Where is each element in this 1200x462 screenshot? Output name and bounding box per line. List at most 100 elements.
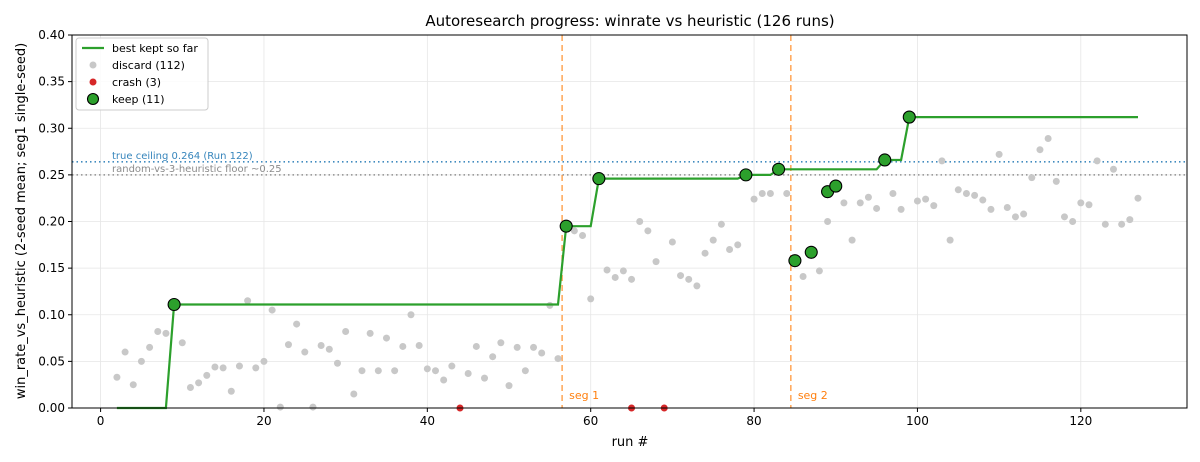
- discard-point: [1109, 165, 1117, 173]
- discard-point: [848, 236, 856, 244]
- discard-point: [766, 190, 774, 198]
- axes: 0 20 40 60 80 100 120 0.00 0.05 0.10 0.15 0.20 0.25 0…: [38, 28, 1188, 428]
- discard-point: [856, 199, 864, 207]
- x-tick-label: 40: [420, 414, 435, 428]
- discard-point: [407, 311, 415, 319]
- discard-point: [186, 383, 194, 391]
- discard-point: [1077, 199, 1085, 207]
- discard-point: [709, 236, 717, 244]
- discard-point: [366, 329, 374, 337]
- discard-point: [1118, 220, 1126, 228]
- keep-point: [167, 297, 181, 312]
- discard-point: [1093, 157, 1101, 165]
- x-tick-label: 120: [1069, 414, 1092, 428]
- discard-point: [913, 197, 921, 205]
- keep-point: [592, 172, 606, 186]
- discard-point: [946, 236, 954, 244]
- discard-point: [1011, 213, 1019, 221]
- discard-point: [685, 275, 693, 283]
- discard-point: [587, 295, 595, 303]
- discard-point: [750, 195, 758, 203]
- reference-line-label: true ceiling 0.264 (Run 122): [112, 151, 253, 162]
- reference-line-label: random-vs-3-heuristic floor ~0.25: [112, 164, 282, 175]
- discard-point: [276, 403, 284, 411]
- discard-point: [603, 266, 611, 274]
- discard-point: [268, 306, 276, 314]
- discard-point: [824, 218, 832, 225]
- discard-point: [146, 343, 154, 351]
- discard-point: [178, 339, 186, 347]
- discard-point: [1101, 220, 1109, 228]
- discard-point: [309, 403, 317, 411]
- discard-point: [815, 267, 823, 275]
- discard-point: [734, 241, 742, 249]
- discard-point: [962, 190, 970, 198]
- discard-point: [513, 343, 521, 351]
- discard-point: [873, 204, 881, 212]
- discard-point: [505, 382, 513, 390]
- discard-point: [1028, 174, 1036, 182]
- discard-point: [717, 220, 725, 228]
- discard-point: [423, 365, 431, 373]
- discard-point: [391, 367, 399, 375]
- discard-point: [758, 190, 766, 198]
- discard-point: [619, 267, 627, 275]
- discard-point: [121, 348, 129, 356]
- y-axis-label: win_rate_vs_heuristic (2-seed mean; seg1…: [14, 43, 29, 399]
- discard-point: [554, 355, 562, 363]
- discard-point: [227, 387, 235, 395]
- y-tick-label: 0.25: [38, 168, 65, 182]
- discard-point: [1044, 135, 1052, 143]
- discard-point: [799, 273, 807, 281]
- discard-point: [382, 334, 390, 342]
- discard-point: [472, 342, 480, 350]
- x-tick-label: 80: [746, 414, 761, 428]
- discard-point: [211, 363, 219, 371]
- discard-point: [162, 329, 170, 337]
- discard-point: [864, 193, 872, 201]
- discard-point: [783, 190, 791, 198]
- y-tick-label: 0.20: [38, 215, 65, 229]
- discard-point: [1085, 201, 1093, 209]
- reference-lines: true ceiling 0.264 (Run 122) random-vs-3-…: [72, 151, 1187, 176]
- discard-point: [1060, 213, 1068, 221]
- y-tick-label: 0.00: [38, 401, 65, 415]
- discard-point: [971, 191, 979, 199]
- discard-point: [922, 195, 930, 203]
- keep-point: [788, 254, 802, 268]
- discard-point: [1052, 177, 1060, 185]
- discard-point: [938, 157, 946, 165]
- discard-point: [374, 367, 382, 375]
- discard-point: [636, 218, 644, 225]
- discard-point: [897, 205, 905, 213]
- discard-point: [701, 249, 709, 257]
- y-tick-label: 0.40: [38, 28, 65, 42]
- discard-point: [415, 342, 423, 350]
- discard-point: [203, 371, 211, 379]
- discard-point: [628, 275, 636, 283]
- chart-title: Autoresearch progress: winrate vs heuris…: [425, 12, 834, 30]
- discard-point: [979, 196, 987, 204]
- discard-point: [252, 364, 260, 372]
- discard-point: [840, 199, 848, 207]
- discard-point: [889, 190, 897, 198]
- x-tick-label: 100: [906, 414, 929, 428]
- discard-point: [1134, 194, 1142, 202]
- discard-point: [521, 367, 529, 375]
- segment-markers: seg 1 seg 2: [561, 35, 828, 408]
- discard-point: [668, 238, 676, 246]
- legend-label: crash (3): [112, 76, 161, 89]
- data-marks: [113, 110, 1142, 412]
- discard-point: [677, 272, 685, 280]
- y-tick-label: 0.30: [38, 121, 65, 135]
- discard-point: [481, 374, 489, 382]
- discard-point: [399, 342, 407, 350]
- y-tick-label: 0.10: [38, 308, 65, 322]
- discard-point: [954, 186, 962, 194]
- keep-point: [772, 162, 786, 176]
- x-tick-label: 60: [583, 414, 598, 428]
- discard-point: [611, 273, 619, 281]
- discard-point: [530, 343, 538, 351]
- keep-point: [559, 219, 573, 233]
